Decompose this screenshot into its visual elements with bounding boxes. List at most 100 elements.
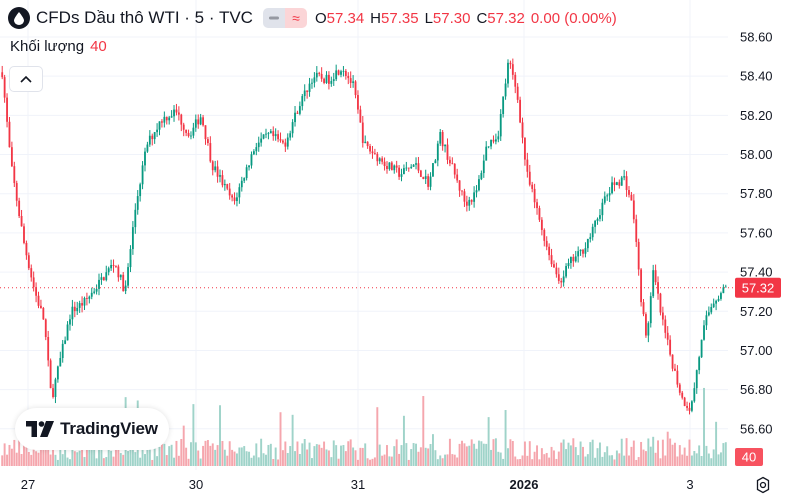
candle (693, 388, 696, 402)
candle (83, 297, 86, 306)
candle (127, 267, 129, 286)
candle (366, 141, 369, 147)
volume-bar (603, 452, 606, 466)
volume-bar (81, 446, 84, 466)
volume-bar (642, 449, 645, 466)
volume-label: Khối lượng (10, 38, 85, 55)
candle (475, 190, 478, 193)
volume-bar (402, 415, 405, 466)
volume-bar (37, 452, 40, 466)
candle (611, 182, 613, 194)
volume-bar (499, 452, 502, 466)
candle (59, 358, 62, 367)
candle (707, 312, 710, 316)
candle (494, 139, 497, 142)
volume-legend: Khối lượng 40 (10, 38, 107, 55)
candle (180, 114, 183, 125)
volume-bar (257, 457, 260, 466)
volume-bar (528, 441, 531, 466)
volume-bar (533, 451, 536, 466)
candle (151, 135, 154, 140)
candle (661, 312, 664, 320)
candle (640, 269, 643, 303)
volume-bar (722, 443, 725, 466)
volume-bar (669, 438, 672, 466)
volume-bar (54, 454, 57, 466)
volume-bar (182, 425, 185, 466)
candle (461, 190, 463, 192)
minus-icon[interactable] (262, 8, 285, 28)
candle (141, 165, 144, 185)
volume-bar (330, 457, 333, 466)
volume-bar (18, 439, 21, 466)
y-tick-label: 58.00 (740, 147, 773, 162)
candle (364, 141, 367, 143)
candle (226, 184, 229, 189)
volume-bar (463, 443, 466, 466)
volume-bar (388, 456, 391, 466)
candle (73, 306, 76, 312)
volume-bar (475, 448, 478, 466)
candle (182, 124, 185, 130)
volume-bar (594, 457, 597, 466)
volume-bar (550, 446, 553, 466)
volume-bar (252, 455, 255, 466)
candle (35, 287, 38, 296)
volume-bar (386, 445, 388, 466)
candle (13, 166, 16, 184)
candle (124, 285, 127, 292)
volume-bar (569, 445, 572, 466)
volume-bar (705, 445, 708, 466)
volume-bar (226, 455, 229, 466)
candle (129, 249, 132, 268)
volume-bar (85, 449, 88, 466)
candle (267, 133, 270, 135)
candle (678, 384, 681, 393)
candle (635, 219, 638, 242)
candle (54, 379, 57, 398)
candle (93, 291, 96, 293)
volume-bar (400, 445, 403, 466)
candle (163, 116, 166, 123)
candle (265, 133, 267, 135)
volume-bar (666, 431, 669, 466)
symbol-title[interactable]: CFDs Dầu thô WTI · 5 · TVC (36, 8, 253, 27)
candle (565, 266, 567, 277)
candle (432, 163, 434, 177)
candle (620, 177, 623, 186)
approx-badge[interactable]: ≈ (284, 8, 307, 28)
volume-bar (23, 440, 25, 466)
volume-bar (206, 440, 209, 466)
volume-bar (555, 458, 558, 466)
volume-bar (678, 445, 681, 466)
candle (690, 401, 693, 411)
time-axis[interactable]: 27 30 31 2026 3 (21, 477, 694, 492)
volume-bar (296, 441, 299, 466)
volume-bar (468, 445, 471, 466)
collapse-legend-button[interactable] (9, 66, 43, 92)
candle (173, 109, 175, 117)
tradingview-logo[interactable]: TradingView (15, 408, 169, 450)
volume-bar (347, 441, 350, 466)
volume-bar (681, 454, 684, 466)
candle (533, 188, 536, 203)
x-tick-label: 30 (189, 477, 203, 492)
candle (44, 319, 47, 338)
candle (66, 324, 69, 341)
candle (308, 83, 311, 92)
volume-bar (422, 396, 425, 466)
chart-settings-button[interactable] (752, 474, 774, 496)
candle (298, 106, 301, 114)
candle (526, 159, 529, 172)
volume-bar (3, 443, 6, 466)
volume-bar (630, 446, 633, 466)
candle (666, 332, 669, 340)
candle (657, 282, 659, 294)
volume-bar (272, 458, 275, 466)
candle (233, 197, 236, 202)
volume-bar (487, 417, 490, 466)
candle (136, 196, 139, 210)
candle (582, 249, 584, 254)
volume-bar (373, 457, 376, 466)
price-axis[interactable]: 56.60 56.80 57.00 57.20 57.40 57.60 57.80 58.00… (740, 30, 773, 437)
